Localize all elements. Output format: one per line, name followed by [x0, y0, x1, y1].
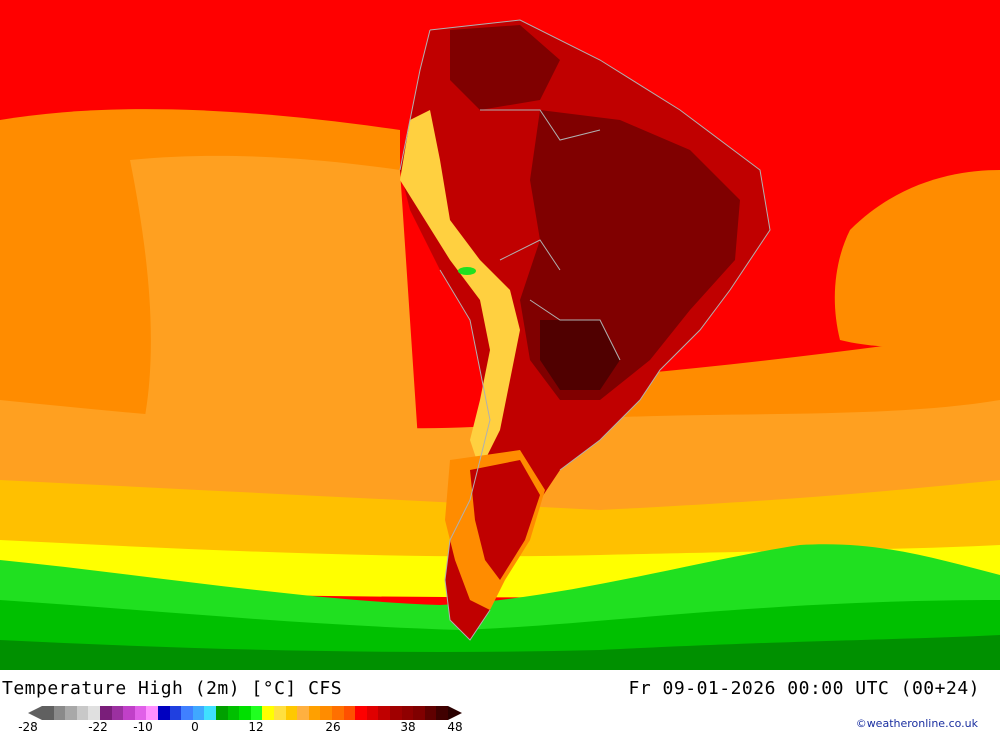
legend-swatch: [285, 706, 298, 720]
legend-swatch: [88, 706, 101, 720]
legend-swatch: [158, 706, 171, 720]
ocean-green-dark: [0, 635, 1000, 670]
legend-swatch: [134, 706, 147, 720]
legend-swatch: [320, 706, 333, 720]
country-borders: [399, 19, 771, 641]
legend-tick: 38: [400, 720, 416, 734]
legend-swatch: [111, 706, 124, 720]
legend-swatch: [297, 706, 310, 720]
legend-tick: 12: [248, 720, 264, 734]
legend-swatch: [274, 706, 287, 720]
andes-ridge: [400, 110, 520, 470]
legend-tick: 26: [325, 720, 341, 734]
legend-swatch: [378, 706, 391, 720]
legend-swatch: [76, 706, 89, 720]
legend-swatch: [366, 706, 379, 720]
color-legend: [28, 706, 462, 720]
legend-ticks: -28 -22 -10 0 12 26 38 48: [18, 720, 468, 734]
legend-swatch: [401, 706, 414, 720]
legend-swatch: [355, 706, 368, 720]
north-very-hot: [450, 25, 560, 110]
legend-arrow-right-icon: [448, 706, 462, 720]
legend-arrow-left-icon: [28, 706, 42, 720]
temperature-map[interactable]: [0, 0, 1000, 670]
ocean-orange-east-right: [834, 170, 1000, 348]
legend-swatch: [204, 706, 217, 720]
legend-swatch: [390, 706, 403, 720]
map-title: Temperature High (2m) [°C] CFS: [2, 678, 343, 699]
andes-cold-spot: [458, 267, 476, 275]
argentina-hot: [470, 460, 540, 580]
legend-swatch: [413, 706, 426, 720]
legend-tick: 48: [447, 720, 463, 734]
legend-swatch: [42, 706, 55, 720]
map-canvas: [0, 0, 1000, 670]
credit-link[interactable]: ©weatheronline.co.uk: [855, 717, 978, 730]
legend-swatch: [424, 706, 437, 720]
legend-swatch: [123, 706, 136, 720]
legend-tick: 0: [191, 720, 199, 734]
legend-swatch: [436, 706, 449, 720]
legend-swatch: [53, 706, 66, 720]
legend-swatch: [239, 706, 252, 720]
legend-swatch: [216, 706, 229, 720]
legend-tick: -28: [18, 720, 38, 734]
legend-swatch: [146, 706, 159, 720]
legend-tick: -22: [88, 720, 108, 734]
paraguay-extreme: [540, 320, 620, 390]
ocean-light-orange-west: [130, 155, 420, 471]
legend-tick: -10: [133, 720, 153, 734]
legend-swatch: [100, 706, 113, 720]
legend-swatch: [65, 706, 78, 720]
legend-swatch: [192, 706, 205, 720]
legend-swatch: [227, 706, 240, 720]
legend-swatch: [343, 706, 356, 720]
legend-swatch: [262, 706, 275, 720]
legend-swatch: [169, 706, 182, 720]
legend-swatch: [181, 706, 194, 720]
legend-swatch: [250, 706, 263, 720]
map-datetime: Fr 09-01-2026 00:00 UTC (00+24): [628, 678, 980, 699]
legend-swatch: [308, 706, 321, 720]
legend-swatch: [332, 706, 345, 720]
